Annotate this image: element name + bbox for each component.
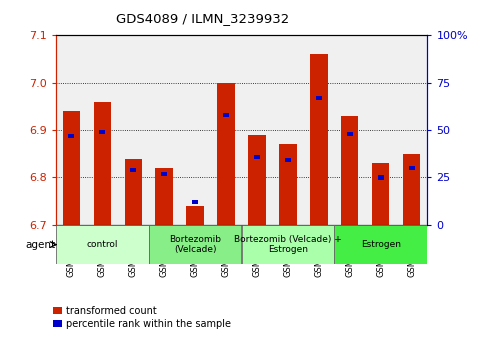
Bar: [409, 166, 415, 170]
Bar: [68, 134, 74, 138]
Bar: [285, 158, 291, 162]
Bar: [192, 200, 198, 204]
Bar: [186, 206, 203, 225]
Bar: [334, 225, 427, 264]
Bar: [403, 154, 421, 225]
Bar: [248, 135, 266, 225]
Text: Bortezomib (Velcade) +
Estrogen: Bortezomib (Velcade) + Estrogen: [234, 235, 342, 254]
Bar: [378, 175, 384, 179]
Bar: [217, 83, 235, 225]
Bar: [56, 225, 149, 264]
Bar: [254, 155, 260, 159]
Bar: [280, 144, 297, 225]
Bar: [149, 225, 242, 264]
Bar: [62, 111, 80, 225]
Text: control: control: [86, 240, 118, 249]
Bar: [130, 168, 136, 172]
Text: Estrogen: Estrogen: [361, 240, 401, 249]
Text: Bortezomib
(Velcade): Bortezomib (Velcade): [169, 235, 221, 254]
Bar: [223, 113, 229, 117]
Bar: [316, 96, 322, 100]
Text: GDS4089 / ILMN_3239932: GDS4089 / ILMN_3239932: [116, 12, 289, 25]
Bar: [311, 54, 327, 225]
Bar: [341, 116, 358, 225]
Bar: [242, 225, 334, 264]
Legend: transformed count, percentile rank within the sample: transformed count, percentile rank withi…: [53, 306, 231, 329]
Bar: [347, 132, 353, 136]
Bar: [156, 168, 172, 225]
Bar: [372, 163, 389, 225]
Bar: [99, 130, 105, 134]
Bar: [125, 159, 142, 225]
Bar: [161, 172, 167, 176]
Text: agent: agent: [26, 240, 56, 250]
Bar: [94, 102, 111, 225]
